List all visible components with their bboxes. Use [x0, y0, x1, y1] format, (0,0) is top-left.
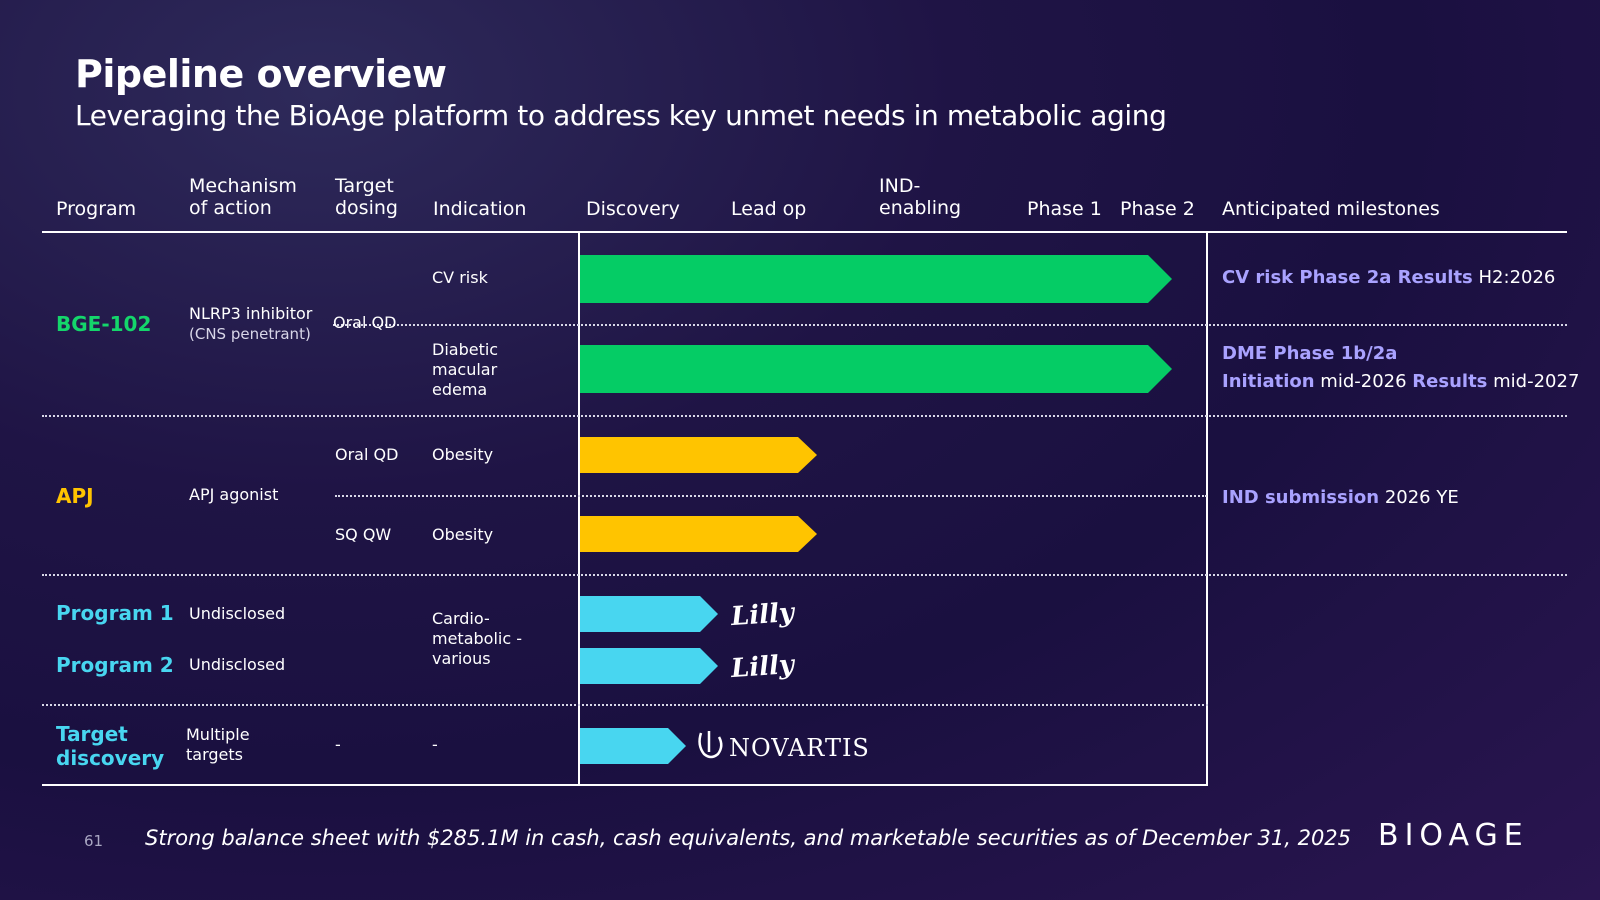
bioage-logo: BIOAGE — [1378, 818, 1529, 853]
bar-bge-dme — [580, 345, 1172, 393]
milestone-date: mid-2027 — [1493, 371, 1580, 392]
row-separator — [42, 415, 1567, 417]
program-apj: APJ — [56, 484, 94, 508]
milestone-apj: IND submission 2026 YE — [1222, 484, 1459, 512]
dosing-sq-qw: SQ QW — [335, 525, 392, 544]
table-bottom-rule — [42, 784, 1208, 786]
indication-obesity: Obesity — [432, 525, 494, 544]
milestone-bold: CV risk Phase 2a Results — [1222, 267, 1473, 288]
header-target-dosing: Target dosing — [335, 175, 398, 219]
row-separator — [42, 704, 1208, 706]
program-2: Program 2 — [56, 653, 174, 677]
header-phase-1: Phase 1 — [1027, 198, 1102, 220]
header-rule — [42, 231, 1567, 233]
milestone-bold: IND submission — [1222, 487, 1380, 508]
bar-program-1 — [580, 596, 718, 632]
row-separator — [335, 495, 1207, 497]
lilly-logo: Lilly — [730, 597, 796, 633]
milestone-date: mid-2026 — [1320, 371, 1407, 392]
header-lead-op: Lead op — [731, 198, 807, 220]
bar-program-2 — [580, 648, 718, 684]
header-mechanism: Mechanism of action — [189, 175, 297, 219]
milestone-dme: DME Phase 1b/2a Initiation mid-2026 Resu… — [1222, 340, 1579, 396]
header-ind-enabling: IND- enabling — [879, 175, 962, 219]
program-bge-102: BGE-102 — [56, 312, 152, 336]
moa-undisclosed: Undisclosed — [189, 604, 286, 623]
header-program: Program — [56, 198, 137, 220]
indication-obesity: Obesity — [432, 445, 494, 464]
moa-apj-agonist: APJ agonist — [189, 485, 279, 504]
header-phase-2: Phase 2 — [1120, 198, 1195, 220]
moa-multiple-targets: Multiple targets — [186, 725, 250, 764]
indication-dme: Diabetic macular edema — [432, 340, 499, 399]
page-title: Pipeline overview — [75, 52, 447, 96]
milestone-date: 2026 YE — [1384, 487, 1459, 508]
lilly-logo: Lilly — [730, 649, 796, 685]
milestone-bold: Initiation — [1222, 371, 1315, 392]
dosing-oral-qd: Oral QD — [333, 313, 397, 332]
indication-cardiometabolic: Cardio- metabolic - various — [432, 609, 522, 668]
bar-bge-cv-risk — [580, 255, 1172, 303]
program-1: Program 1 — [56, 601, 174, 625]
row-separator — [333, 324, 1567, 326]
footer-note: Strong balance sheet with $285.1M in cas… — [145, 826, 1352, 850]
bars-left-border — [578, 232, 580, 785]
row-separator — [42, 574, 1567, 576]
milestone-bold: DME Phase 1b/2a — [1222, 343, 1398, 364]
header-discovery: Discovery — [586, 198, 680, 220]
header-milestones: Anticipated milestones — [1222, 198, 1440, 220]
dosing-dash: - — [335, 735, 341, 754]
bar-target-discovery — [580, 728, 686, 764]
program-target-discovery: Target discovery — [56, 722, 165, 770]
dosing-oral-qd: Oral QD — [335, 445, 399, 464]
page-number: 61 — [84, 832, 104, 850]
indication-cv-risk: CV risk — [432, 268, 488, 287]
indication-dash: - — [432, 735, 438, 754]
milestone-cv-risk: CV risk Phase 2a Results H2:2026 — [1222, 264, 1555, 292]
bar-apj-sq — [580, 516, 817, 552]
moa-nlrp3: NLRP3 inhibitor — [189, 304, 313, 323]
novartis-flame-icon — [698, 731, 723, 759]
page-subtitle: Leveraging the BioAge platform to addres… — [75, 99, 1167, 132]
moa-note: (CNS penetrant) — [189, 325, 311, 343]
header-indication: Indication — [433, 198, 527, 220]
bar-apj-oral — [580, 437, 817, 473]
milestone-bold: Results — [1412, 371, 1488, 392]
bars-right-border — [1206, 232, 1208, 785]
novartis-logo: NOVARTIS — [729, 734, 870, 762]
moa-undisclosed: Undisclosed — [189, 655, 286, 674]
milestone-date: H2:2026 — [1478, 267, 1556, 288]
